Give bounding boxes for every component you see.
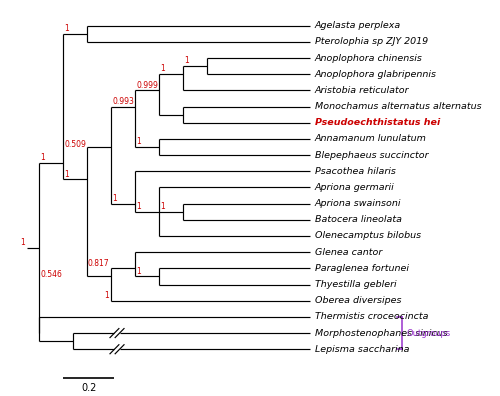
Text: Paraglenea fortunei: Paraglenea fortunei <box>315 264 409 273</box>
Text: Glenea cantor: Glenea cantor <box>315 248 382 257</box>
Text: 0.817: 0.817 <box>88 259 110 268</box>
Text: 1: 1 <box>104 291 110 300</box>
Text: Aristobia reticulator: Aristobia reticulator <box>315 86 410 95</box>
Text: Olenecamptus bilobus: Olenecamptus bilobus <box>315 232 421 240</box>
Text: 1: 1 <box>64 169 69 179</box>
Text: Apriona germarii: Apriona germarii <box>315 183 394 192</box>
Text: Psacothea hilaris: Psacothea hilaris <box>315 167 396 176</box>
Text: Monochamus alternatus alternatus: Monochamus alternatus alternatus <box>315 102 482 111</box>
Text: Apriona swainsoni: Apriona swainsoni <box>315 199 402 208</box>
Text: Outgroups: Outgroups <box>406 329 451 337</box>
Text: Batocera lineolata: Batocera lineolata <box>315 215 402 224</box>
Text: Pseudoechthistatus hei: Pseudoechthistatus hei <box>315 118 440 127</box>
Text: 1: 1 <box>136 267 141 276</box>
Text: 0.546: 0.546 <box>40 270 62 279</box>
Text: 1: 1 <box>40 153 45 162</box>
Text: Anoplophora chinensis: Anoplophora chinensis <box>315 53 422 63</box>
Text: 0.509: 0.509 <box>64 141 86 149</box>
Text: Lepisma saccharina: Lepisma saccharina <box>315 345 410 354</box>
Text: 0.993: 0.993 <box>112 97 134 106</box>
Text: Thyestilla gebleri: Thyestilla gebleri <box>315 280 396 289</box>
Text: Anoplophora glabripennis: Anoplophora glabripennis <box>315 70 437 79</box>
Text: Pterolophia sp ZJY 2019: Pterolophia sp ZJY 2019 <box>315 37 428 46</box>
Text: 1: 1 <box>136 202 141 211</box>
Text: 0.2: 0.2 <box>81 383 96 393</box>
Text: Annamanum lunulatum: Annamanum lunulatum <box>315 134 426 143</box>
Text: Thermistis croceocincta: Thermistis croceocincta <box>315 312 428 322</box>
Text: 1: 1 <box>160 202 165 211</box>
Text: 1: 1 <box>136 137 141 146</box>
Text: 1: 1 <box>112 194 117 203</box>
Text: 0.999: 0.999 <box>136 80 158 89</box>
Text: 1: 1 <box>160 65 165 73</box>
Text: 1: 1 <box>184 56 188 65</box>
Text: 1: 1 <box>20 238 25 248</box>
Text: Blepephaeus succinctor: Blepephaeus succinctor <box>315 150 428 160</box>
Text: Morphostenophanes sinicus: Morphostenophanes sinicus <box>315 329 448 337</box>
Text: 1: 1 <box>64 24 69 33</box>
Text: Agelasta perplexa: Agelasta perplexa <box>315 21 401 30</box>
Text: Oberea diversipes: Oberea diversipes <box>315 296 402 305</box>
